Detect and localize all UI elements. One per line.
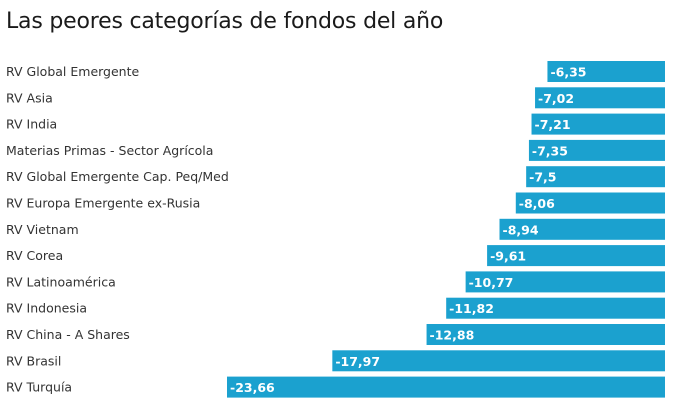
bar xyxy=(499,218,665,240)
bar-row: RV China - A Shares -12,88 xyxy=(6,324,665,345)
category-label: RV Europa Emergente ex-Rusia xyxy=(6,196,200,211)
bar-row: RV Corea -9,61 xyxy=(6,245,665,267)
value-label: -10,77 xyxy=(469,275,514,290)
value-label: -11,82 xyxy=(449,301,494,316)
value-label: -6,35 xyxy=(550,65,586,80)
bar xyxy=(528,139,665,161)
category-label: RV Brasil xyxy=(6,353,61,368)
category-label: RV Latinoamérica xyxy=(6,274,116,289)
value-label: -7,02 xyxy=(538,91,574,106)
bar-row: RV India -7,21 xyxy=(6,113,665,135)
value-label: -17,97 xyxy=(335,354,380,369)
category-label: RV Vietnam xyxy=(6,222,79,237)
bar-row: RV Turquía -23,66 xyxy=(6,376,665,398)
bar xyxy=(547,61,665,82)
category-label: RV China - A Shares xyxy=(6,327,130,342)
bar xyxy=(487,245,665,267)
bar xyxy=(535,87,665,109)
bar xyxy=(515,192,665,214)
category-label: RV Corea xyxy=(6,248,63,263)
bar-row: RV Global Emergente Cap. Peq/Med -7,5 xyxy=(6,166,665,188)
bar-row: RV Indonesia -11,82 xyxy=(6,297,665,319)
value-label: -7,21 xyxy=(535,117,571,132)
bar-row: RV Latinoamérica -10,77 xyxy=(6,271,665,293)
category-label: RV Turquía xyxy=(6,380,72,395)
bar xyxy=(446,297,665,319)
bar xyxy=(526,166,665,188)
value-label: -8,94 xyxy=(503,222,539,237)
bar-row: RV Asia -7,02 xyxy=(6,87,665,109)
category-label: RV Asia xyxy=(6,90,53,105)
bar-row: Materias Primas - Sector Agrícola -7,35 xyxy=(6,139,665,161)
bar xyxy=(531,113,665,135)
category-label: RV Global Emergente xyxy=(6,64,140,79)
category-label: Materias Primas - Sector Agrícola xyxy=(6,143,213,158)
value-label: -8,06 xyxy=(519,196,555,211)
bar xyxy=(465,271,665,293)
bar-row: RV Global Emergente -6,35 xyxy=(6,61,665,82)
value-label: -7,35 xyxy=(532,143,568,158)
bar-row: RV Europa Emergente ex-Rusia -8,06 xyxy=(6,192,665,214)
value-label: -12,88 xyxy=(430,328,475,343)
value-label: -9,61 xyxy=(490,249,526,264)
category-label: RV Indonesia xyxy=(6,301,87,316)
bar xyxy=(426,324,665,345)
value-label: -7,5 xyxy=(529,170,556,185)
category-label: RV Global Emergente Cap. Peq/Med xyxy=(6,169,229,184)
bar-row: RV Vietnam -8,94 xyxy=(6,218,665,240)
bar xyxy=(332,350,665,372)
bar xyxy=(227,376,665,398)
chart-title: Las peores categorías de fondos del año xyxy=(6,9,444,34)
category-label: RV India xyxy=(6,117,57,132)
bar-row: RV Brasil -17,97 xyxy=(6,350,665,372)
value-label: -23,66 xyxy=(230,380,275,395)
